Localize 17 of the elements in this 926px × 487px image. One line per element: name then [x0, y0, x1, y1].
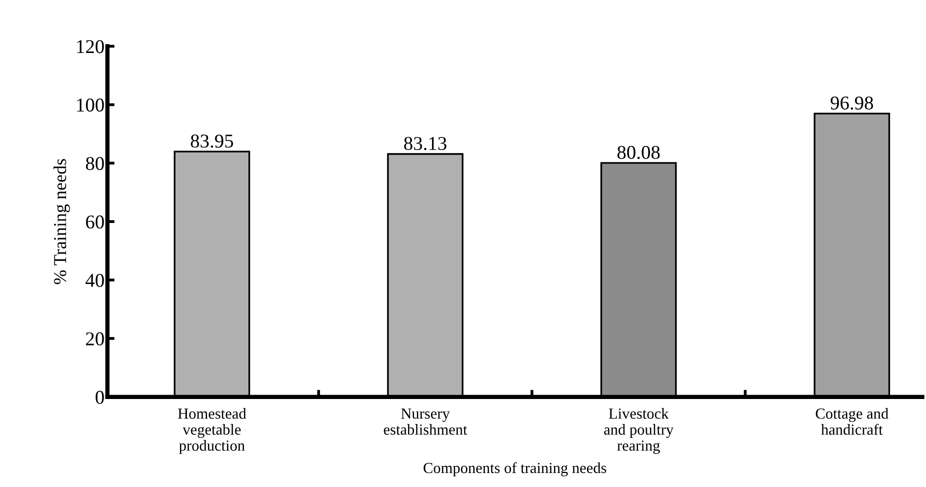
x-tick-label: Nursery establishment	[384, 408, 468, 435]
y-tick-label: 100	[77, 98, 104, 112]
y-axis-title: % Training needs	[53, 159, 70, 284]
y-tick-label: 40	[86, 274, 104, 287]
x-tick-label: Livestock and poultry rearing	[604, 408, 674, 454]
y-tick-label: 60	[86, 215, 104, 229]
y-tick-label: 80	[86, 156, 104, 170]
data-label: 96.98	[830, 96, 874, 110]
y-tick-label: 20	[86, 332, 104, 346]
x-tick-label: Cottage and handicraft	[816, 408, 888, 435]
x-tick-label: Homestead vegetable production	[178, 408, 246, 454]
data-label: 83.13	[404, 136, 446, 150]
y-tick-label: 120	[77, 40, 104, 54]
data-label: 80.08	[617, 146, 660, 160]
y-tick-label: 0	[96, 390, 104, 404]
data-label: 83.95	[190, 134, 234, 148]
x-axis-title: Components of training needs	[424, 462, 606, 476]
